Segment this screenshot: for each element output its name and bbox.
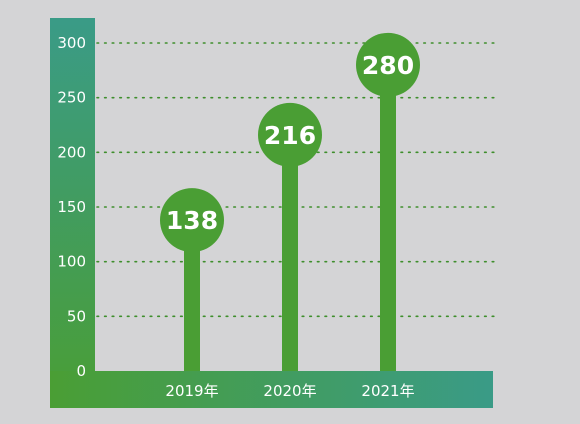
- x-tick-labels: 2019年 2020年 2021年: [165, 382, 414, 400]
- x-tick-label: 2021年: [361, 382, 414, 400]
- value-bubble: [356, 32, 420, 97]
- x-tick-label: 2020年: [263, 382, 316, 400]
- x-tick-label: 2019年: [165, 382, 218, 400]
- bars: 138 216 280: [160, 32, 420, 371]
- y-tick-label: 50: [67, 307, 86, 325]
- bar: [380, 64, 396, 371]
- data-label: 280: [362, 51, 414, 80]
- x-axis-band: [50, 371, 493, 408]
- data-label: 216: [264, 121, 316, 150]
- y-tick-label: 200: [57, 143, 86, 161]
- y-tick-label: 100: [57, 253, 86, 271]
- y-tick-label: 0: [76, 362, 86, 380]
- bar: [184, 220, 200, 371]
- y-axis-band: [50, 18, 95, 408]
- y-tick-label: 250: [57, 89, 86, 107]
- y-tick-labels: 0 50 100 150 200 250 300: [57, 34, 86, 380]
- y-tick-label: 300: [57, 34, 86, 52]
- data-label: 138: [166, 206, 218, 235]
- y-tick-label: 150: [57, 198, 86, 216]
- value-bubble: [160, 188, 224, 253]
- bar: [282, 134, 298, 371]
- value-bubble: [258, 102, 322, 167]
